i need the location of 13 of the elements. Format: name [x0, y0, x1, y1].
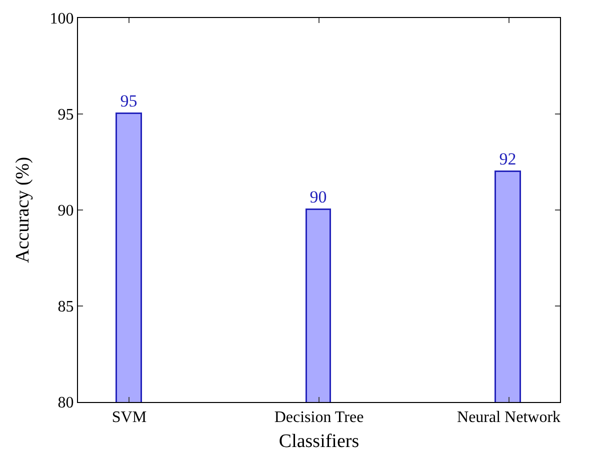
x-axis-title: Classifiers	[278, 431, 360, 452]
y-axis-title: Accuracy (%)	[12, 156, 34, 264]
data-label: 95	[120, 91, 138, 110]
y-tick-label: 85	[58, 298, 74, 316]
data-label: 92	[499, 149, 516, 168]
x-tick-label: SVM	[112, 409, 147, 426]
data-label: 90	[310, 187, 327, 206]
y-tick-label: 95	[58, 106, 74, 124]
x-tick-label: Neural Network	[457, 409, 561, 426]
y-tick-label: 80	[58, 394, 74, 412]
x-tick-label: Decision Tree	[274, 409, 364, 426]
y-tick-label: 100	[50, 10, 74, 28]
y-tick-label: 90	[58, 202, 74, 220]
